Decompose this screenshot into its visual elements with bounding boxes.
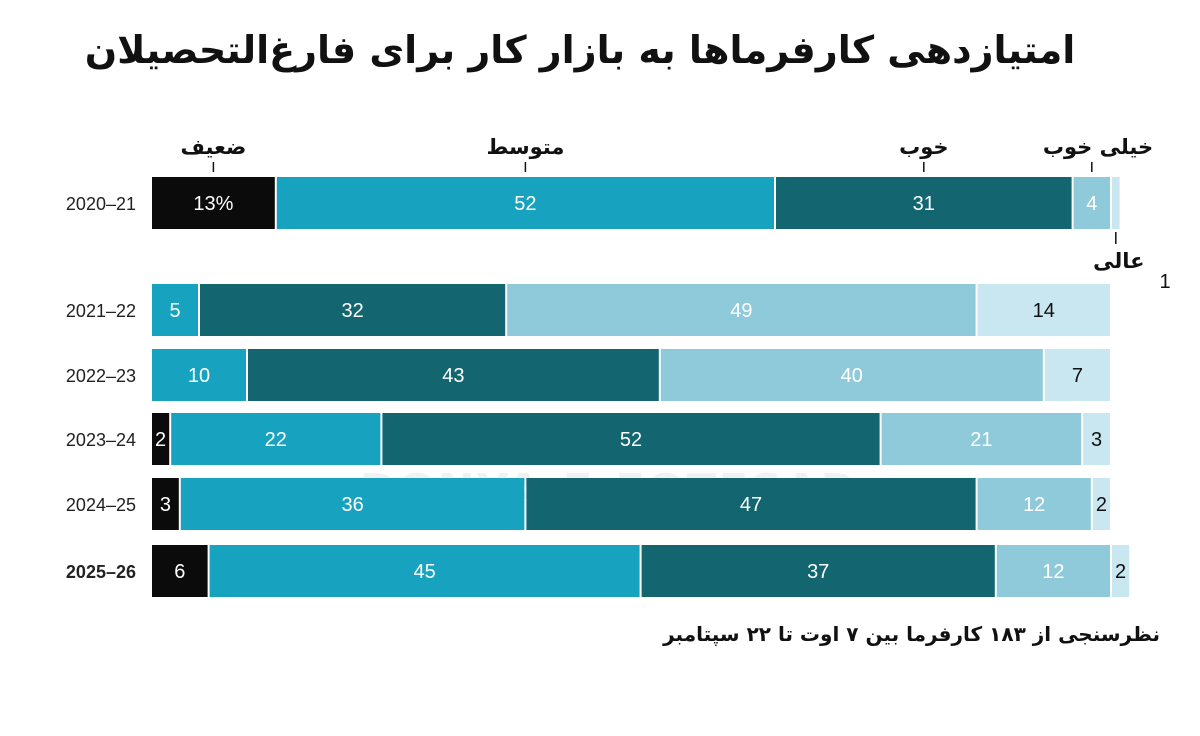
bar-segment <box>152 284 198 336</box>
data-label: 7 <box>1072 365 1083 387</box>
data-label: 12 <box>1042 561 1064 583</box>
bar-segment <box>507 284 976 336</box>
bar-segment <box>152 177 275 229</box>
data-label: 1 <box>1159 271 1170 293</box>
bar-segment <box>881 413 1082 465</box>
data-label: 32 <box>341 300 363 322</box>
data-label: 49 <box>730 300 752 322</box>
bar-segment <box>1112 177 1120 229</box>
data-label: 3 <box>1091 429 1102 451</box>
bar-segment <box>171 413 381 465</box>
bar-segment <box>660 349 1043 401</box>
bar-segment <box>1073 177 1110 229</box>
legend-label: متوسط <box>486 135 564 159</box>
bar-segment <box>152 413 170 465</box>
data-label: 12 <box>1023 494 1045 516</box>
data-label: 40 <box>841 365 863 387</box>
bar-segment <box>977 478 1091 530</box>
data-label: 52 <box>620 429 642 451</box>
bar-segment <box>209 545 640 597</box>
legend-label: ضعیف <box>181 135 247 159</box>
legend-label: عالی <box>1093 249 1144 273</box>
bar-segment <box>977 284 1110 336</box>
bar-segment <box>276 177 774 229</box>
survey-note: نظرسنجی از ۱۸۳ کارفرما بین ۷ اوت تا ۲۲ س… <box>663 622 1160 646</box>
bar-segment <box>526 478 976 530</box>
data-label: 43 <box>442 365 464 387</box>
bar-segment <box>641 545 995 597</box>
data-label: 2 <box>155 429 166 451</box>
bar-segment <box>152 349 246 401</box>
data-label: 31 <box>913 193 935 215</box>
category-label: 2023–24 <box>66 430 136 450</box>
data-label: 47 <box>740 494 762 516</box>
category-label: 2024–25 <box>66 495 136 515</box>
data-label: 3 <box>160 494 171 516</box>
data-label: 5 <box>169 300 180 322</box>
data-label: 52 <box>514 193 536 215</box>
bar-segment <box>1044 349 1110 401</box>
data-label: 13% <box>193 193 233 215</box>
category-label: 2022–23 <box>66 366 136 386</box>
bar-segment <box>996 545 1110 597</box>
category-label: 2021–22 <box>66 301 136 321</box>
bar-segment <box>180 478 525 530</box>
legend-label: خیلی خوب <box>1043 135 1153 159</box>
data-label: 2 <box>1096 494 1107 516</box>
bar-segment <box>248 349 659 401</box>
category-label: 2025–26 <box>66 562 136 582</box>
data-label: 14 <box>1033 300 1055 322</box>
bar-segment <box>200 284 506 336</box>
bar-segment <box>382 413 880 465</box>
data-label: 36 <box>341 494 363 516</box>
data-label: 4 <box>1086 193 1097 215</box>
legend-label: خوب <box>899 135 948 159</box>
data-label: 2 <box>1115 561 1126 583</box>
data-label: 45 <box>413 561 435 583</box>
bar-segment <box>776 177 1072 229</box>
data-label: 10 <box>188 365 210 387</box>
bar-segment <box>1083 413 1110 465</box>
data-label: 37 <box>807 561 829 583</box>
data-label: 21 <box>970 429 992 451</box>
bar-segment <box>1112 545 1130 597</box>
bar-segment <box>152 478 179 530</box>
data-label: 22 <box>265 429 287 451</box>
bar-segment <box>152 545 208 597</box>
bar-segment <box>1092 478 1110 530</box>
category-label: 2020–21 <box>66 194 136 214</box>
chart-title: امتیازدهی کارفرماها به بازار کار برای فا… <box>84 28 1076 72</box>
data-label: 6 <box>174 561 185 583</box>
